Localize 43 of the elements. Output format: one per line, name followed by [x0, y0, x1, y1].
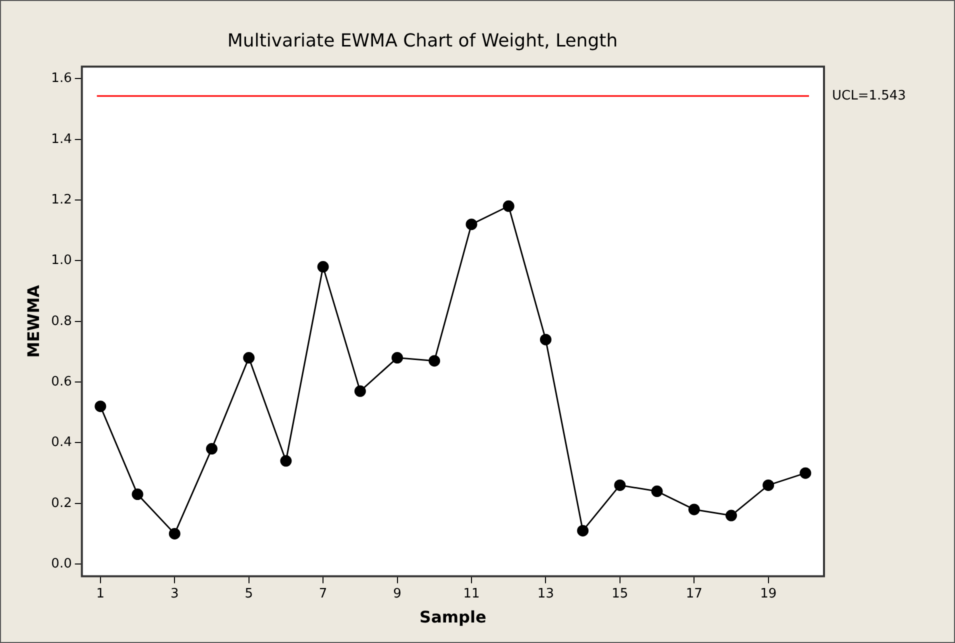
point — [168, 528, 180, 540]
point — [466, 218, 478, 230]
point — [725, 510, 737, 522]
point — [577, 524, 589, 536]
x-tick-label: 7 — [318, 586, 328, 602]
x-tick-label: 9 — [393, 586, 402, 602]
x-tick-label: 1 — [96, 586, 105, 602]
point — [392, 352, 404, 364]
x-tick-label: 13 — [537, 586, 554, 602]
y-tick-label: 0.0 — [51, 556, 72, 572]
y-tick-label: 1.0 — [51, 253, 72, 268]
y-tick-label: 0.8 — [51, 314, 72, 329]
chart-title: Multivariate EWMA Chart of Weight, Length — [227, 30, 618, 52]
point — [762, 479, 774, 491]
point — [540, 334, 552, 346]
point — [614, 479, 626, 491]
point — [317, 261, 329, 273]
point — [132, 488, 144, 500]
y-tick-label: 1.4 — [51, 132, 72, 147]
x-axis-title: Sample — [420, 608, 486, 627]
point — [428, 355, 440, 367]
point — [280, 455, 292, 467]
x-tick-label: 19 — [760, 586, 777, 602]
y-tick-label: 0.4 — [51, 435, 72, 450]
y-tick-label: 0.2 — [51, 496, 72, 511]
point — [688, 504, 700, 516]
x-tick-label: 17 — [686, 586, 702, 602]
ref-line-label: UCL=1.543 — [832, 88, 906, 104]
point — [651, 486, 663, 498]
y-tick-label: 1.2 — [51, 192, 72, 208]
x-tick-label: 3 — [170, 586, 179, 602]
point — [502, 200, 514, 212]
point — [94, 400, 106, 412]
point — [243, 352, 255, 364]
y-axis-title: MEWMA — [24, 284, 43, 358]
x-tick-label: 11 — [463, 586, 480, 602]
x-tick-label: 5 — [244, 586, 253, 602]
x-tick-label: 15 — [612, 586, 628, 602]
point — [800, 467, 812, 479]
y-tick-label: 1.6 — [51, 71, 72, 86]
point — [354, 385, 366, 397]
point — [206, 443, 218, 455]
y-tick-label: 0.6 — [51, 374, 72, 390]
